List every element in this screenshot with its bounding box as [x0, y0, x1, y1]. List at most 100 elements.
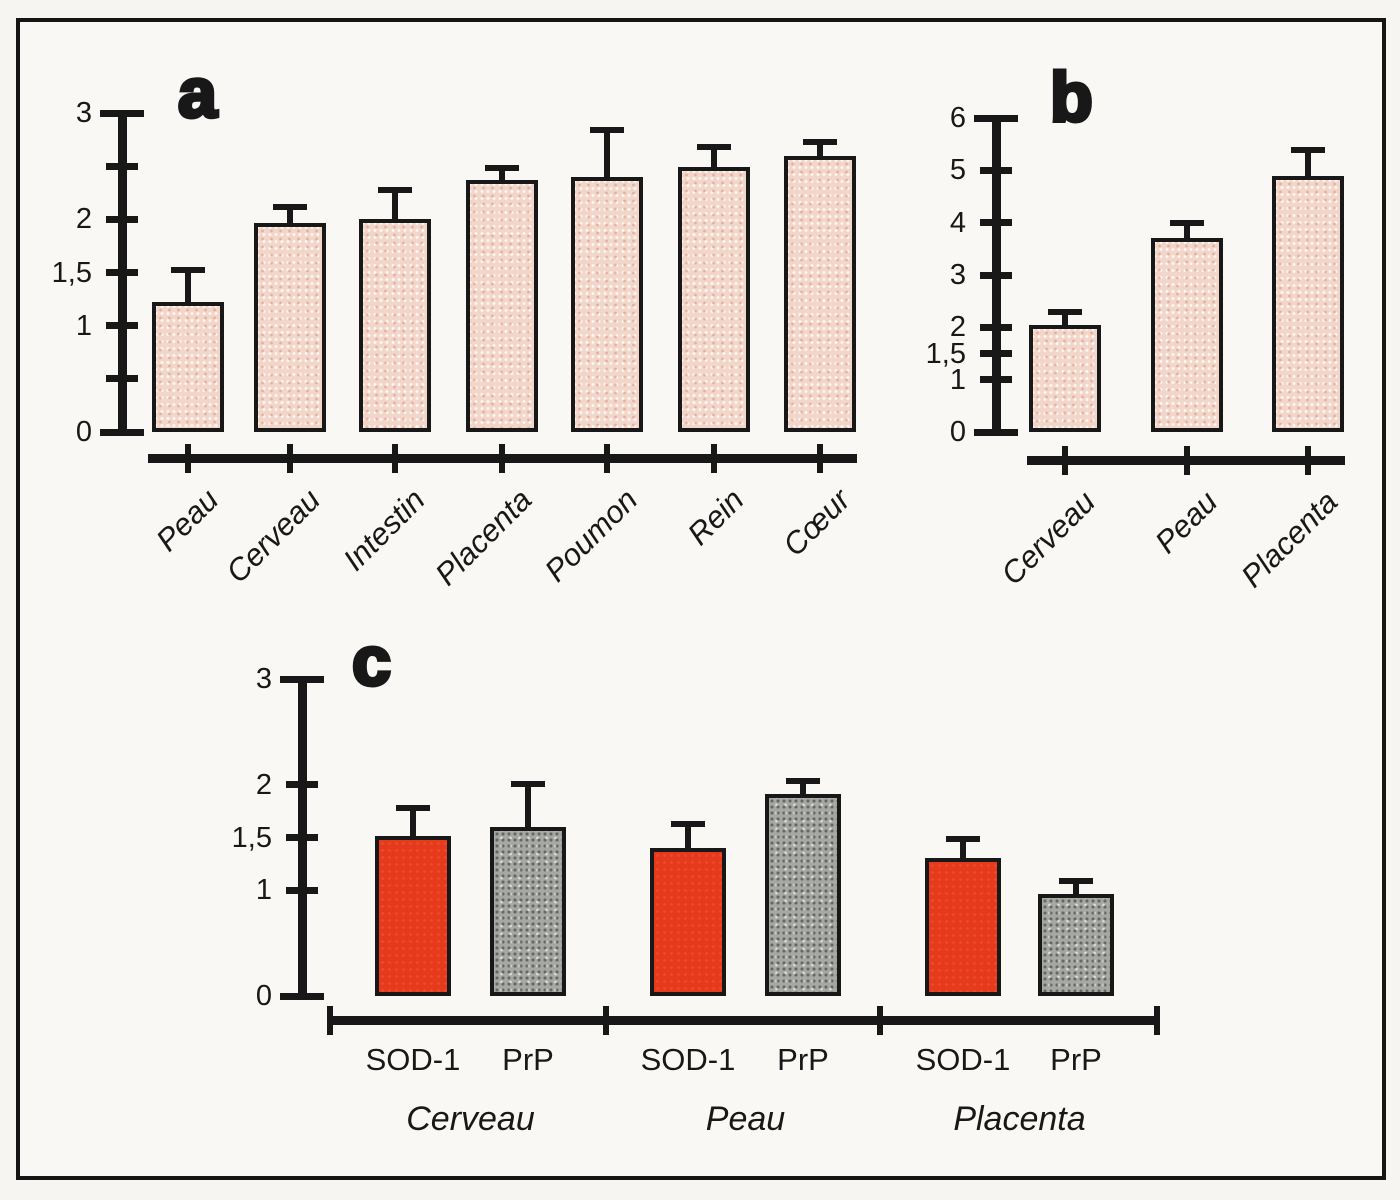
c-group-label-placenta: Placenta	[953, 1100, 1086, 1138]
a-error-stem-cerveau	[287, 206, 293, 225]
c-bar-cerveau-prp	[490, 826, 566, 996]
c-group-label-cerveau: Cerveau	[406, 1100, 535, 1138]
c-x-tick	[603, 1006, 609, 1035]
a-error-cap-rein	[697, 144, 731, 151]
b-y-tick	[974, 428, 1018, 436]
b-y-tick	[980, 350, 1012, 357]
c-error-stem-cerveau-prp	[525, 783, 531, 829]
a-y-tick	[106, 162, 138, 170]
a-error-cap-placenta	[485, 165, 519, 172]
b-y-tick-label: 1,5	[925, 337, 966, 370]
c-y-tick-label: 0	[255, 980, 272, 1012]
a-x-tick	[185, 444, 191, 473]
c-error-stem-placenta-sod-1	[960, 838, 966, 860]
a-error-stem-c-ur	[817, 141, 823, 158]
a-bar-poumon	[571, 176, 643, 432]
a-y-tick-label: 1,5	[51, 256, 92, 289]
c-series-label-placenta-prp: PrP	[1050, 1042, 1102, 1077]
a-y-tick	[106, 375, 138, 383]
a-y-tick	[100, 109, 144, 117]
c-bar-peau-sod-1	[650, 848, 726, 996]
c-bar-placenta-sod-1	[925, 857, 1001, 996]
a-x-tick	[711, 444, 717, 473]
c-series-label-peau-sod-1: SOD-1	[640, 1042, 736, 1077]
panel-c-letter: c	[350, 622, 393, 700]
c-y-tick-label: 1,5	[231, 821, 272, 854]
c-error-stem-peau-prp	[800, 781, 806, 797]
b-bar-peau	[1151, 238, 1223, 432]
a-error-cap-poumon	[590, 127, 624, 133]
a-bar-intestin	[359, 219, 431, 432]
panel-a-letter: a	[176, 54, 219, 132]
a-bar-peau	[152, 302, 224, 432]
a-y-tick	[100, 428, 144, 436]
a-error-cap-c-ur	[803, 138, 837, 145]
a-x-tick	[287, 444, 293, 473]
a-error-stem-placenta	[499, 168, 505, 182]
b-y-tick	[974, 114, 1018, 122]
c-y-tick	[286, 781, 318, 789]
a-y-tick-label: 1	[75, 309, 92, 342]
c-error-stem-cerveau-sod-1	[410, 807, 416, 839]
a-y-tick-label: 2	[75, 203, 92, 236]
c-x-tick	[877, 1006, 883, 1035]
b-bar-cerveau	[1029, 324, 1101, 432]
a-error-stem-poumon	[604, 130, 610, 179]
c-error-cap-placenta-prp	[1059, 877, 1093, 884]
c-error-cap-cerveau-prp	[511, 780, 545, 787]
a-y-tick	[106, 215, 138, 223]
a-bar-cerveau	[254, 222, 326, 432]
b-y-tick	[980, 271, 1012, 279]
b-x-tick	[1305, 446, 1311, 475]
b-bar-placenta	[1272, 175, 1344, 432]
c-error-cap-placenta-sod-1	[946, 835, 980, 842]
a-error-stem-peau	[185, 270, 191, 305]
a-error-cap-intestin	[378, 186, 412, 193]
b-y-tick-label: 4	[949, 206, 966, 239]
c-series-label-cerveau-sod-1: SOD-1	[365, 1042, 461, 1077]
a-y-tick-label: 3	[75, 97, 92, 129]
b-y-tick	[980, 219, 1012, 227]
b-y-tick	[980, 376, 1012, 384]
b-y-tick-label: 6	[949, 102, 966, 134]
c-x-tick	[1154, 1006, 1160, 1035]
b-y-tick-label: 2	[949, 311, 966, 344]
a-y-tick-label: 0	[75, 416, 92, 448]
b-y-tick-label: 3	[949, 259, 966, 291]
b-error-cap-cerveau	[1048, 308, 1082, 315]
b-y-tick-label: 1	[949, 363, 966, 396]
a-x-tick	[817, 444, 823, 473]
a-x-tick	[604, 444, 610, 473]
c-x-tick	[327, 1006, 333, 1035]
c-error-stem-placenta-prp	[1073, 880, 1079, 896]
b-y-tick-label: 0	[949, 416, 966, 448]
c-series-label-peau-prp: PrP	[777, 1042, 829, 1077]
c-x-baseline	[330, 1016, 1158, 1025]
c-bar-cerveau-sod-1	[375, 836, 451, 996]
a-y-tick	[106, 322, 138, 330]
b-y-tick-label: 5	[949, 154, 966, 187]
a-bar-c-ur	[784, 155, 856, 432]
c-bar-placenta-prp	[1038, 893, 1114, 996]
c-bar-peau-prp	[765, 794, 841, 996]
a-bar-placenta	[466, 179, 538, 432]
b-x-tick	[1184, 446, 1190, 475]
b-error-cap-placenta	[1291, 147, 1325, 154]
a-error-cap-cerveau	[273, 203, 307, 210]
c-error-cap-peau-prp	[786, 778, 820, 785]
c-y-tick-label: 3	[255, 663, 272, 695]
c-error-cap-peau-sod-1	[671, 820, 705, 827]
a-x-tick	[499, 444, 505, 473]
c-series-label-placenta-sod-1: SOD-1	[915, 1042, 1011, 1077]
c-y-tick	[280, 675, 324, 683]
c-y-tick	[286, 886, 318, 894]
c-series-label-cerveau-prp: PrP	[502, 1042, 554, 1077]
c-error-stem-peau-sod-1	[685, 823, 691, 851]
c-group-label-peau: Peau	[705, 1100, 786, 1138]
b-error-stem-peau	[1184, 222, 1190, 241]
b-y-tick	[980, 323, 1012, 331]
b-error-stem-cerveau	[1062, 311, 1068, 327]
a-error-cap-peau	[171, 267, 205, 274]
a-error-stem-intestin	[392, 189, 398, 222]
